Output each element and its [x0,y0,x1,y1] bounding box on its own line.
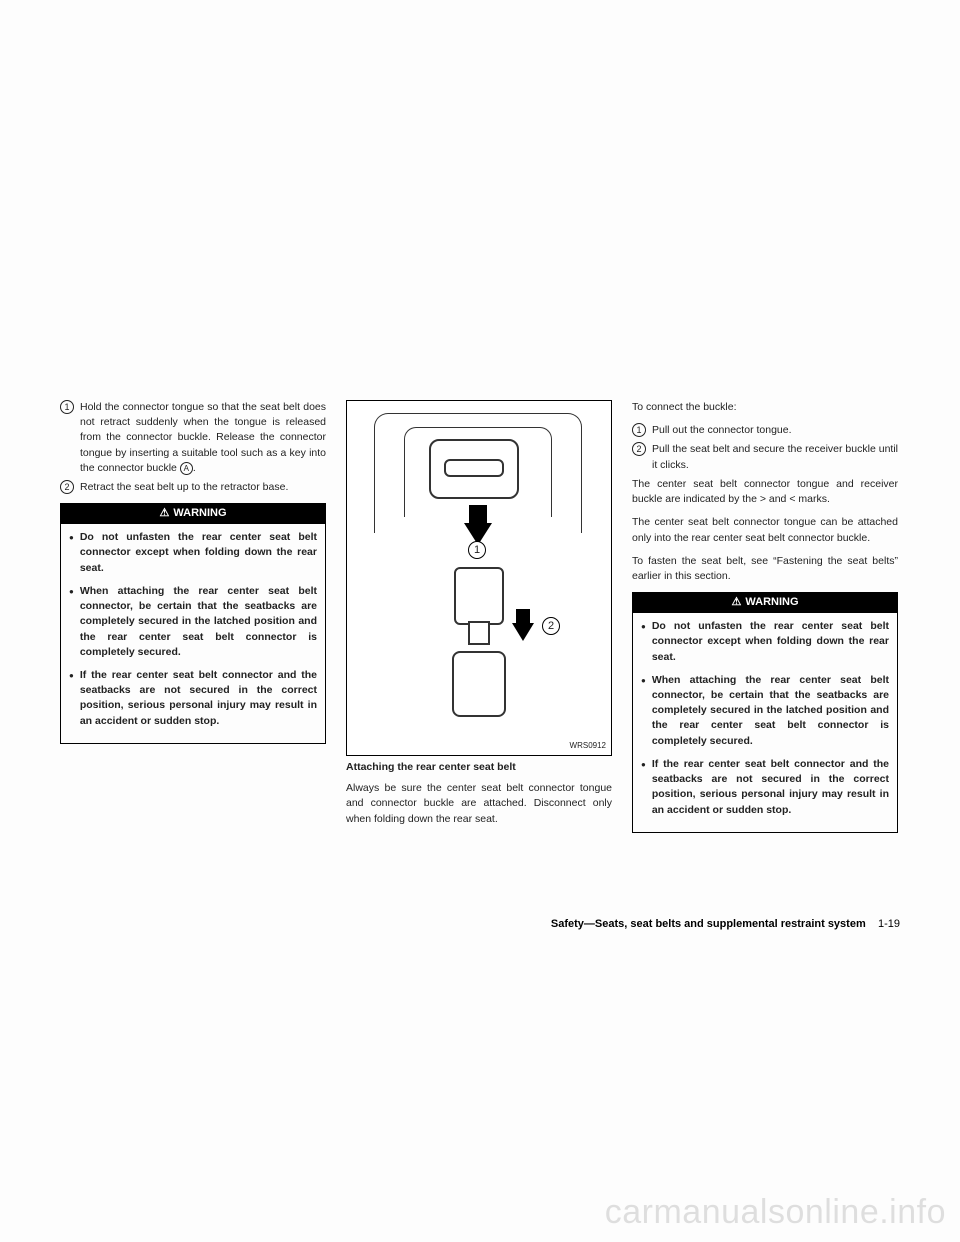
illustration-top: 1 [374,413,584,553]
step-1-part-a: Hold the connector tongue so that the se… [80,401,326,474]
step-number-icon: 1 [60,400,74,414]
warning-box-right: WARNING Do not unfasten the rear center … [632,592,898,833]
step-1: 1 Pull out the connector tongue. [632,423,898,438]
paragraph: To connect the buckle: [632,400,898,415]
step-1-text: Hold the connector tongue so that the se… [80,400,326,476]
column-center: 1 2 WRS0912 Attaching the rear center se… [346,400,612,835]
warning-item: Do not unfasten the rear center seat bel… [69,530,317,576]
warning-body: Do not unfasten the rear center seat bel… [61,524,325,743]
warning-item: When attaching the rear center seat belt… [69,584,317,660]
illustration-bottom: 2 [414,567,544,727]
warning-box-left: WARNING Do not unfasten the rear center … [60,503,326,744]
page-footer: Safety—Seats, seat belts and supplementa… [60,918,900,930]
warning-body: Do not unfasten the rear center seat bel… [633,613,897,832]
step-number-icon: 2 [60,480,74,494]
page-content: 1 Hold the connector tongue so that the … [60,400,900,835]
warning-header: WARNING [633,593,897,613]
footer-section: Safety—Seats, seat belts and supplementa… [551,918,866,930]
paragraph: The center seat belt connector tongue ca… [632,515,898,545]
footer-page: 1-19 [878,918,900,930]
step-number-icon: 2 [632,442,646,456]
figure-code: WRS0912 [570,740,606,752]
step-1-part-b: . [193,462,196,474]
paragraph: The center seat belt connector tongue an… [632,477,898,507]
figure-box: 1 2 WRS0912 [346,400,612,756]
warning-item: If the rear center seat belt connector a… [641,757,889,818]
step-number-icon: 1 [632,423,646,437]
step-text: Pull out the connector tongue. [652,423,898,438]
arrow-down-icon [512,609,534,641]
watermark: carmanualsonline.info [605,1193,946,1232]
warning-label: WARNING [173,507,226,519]
step-1: 1 Hold the connector tongue so that the … [60,400,326,476]
callout-2-icon: 2 [542,617,560,635]
warning-item: When attaching the rear center seat belt… [641,673,889,749]
arrow-down-icon [464,505,492,545]
step-2-text: Retract the seat belt up to the retracto… [80,480,326,495]
column-right: To connect the buckle: 1 Pull out the co… [632,400,898,835]
warning-label: WARNING [745,596,798,608]
warning-icon [731,596,745,608]
buckle-letter-icon: A [180,462,193,475]
warning-icon [159,507,173,519]
warning-item: If the rear center seat belt connector a… [69,668,317,729]
paragraph: To fasten the seat belt, see “Fastening … [632,554,898,584]
callout-1-icon: 1 [468,541,486,559]
warning-item: Do not unfasten the rear center seat bel… [641,619,889,665]
step-2: 2 Pull the seat belt and secure the rece… [632,442,898,472]
column-left: 1 Hold the connector tongue so that the … [60,400,326,835]
paragraph: Always be sure the center seat belt conn… [346,781,612,827]
figure-caption: Attaching the rear center seat belt [346,760,612,775]
warning-header: WARNING [61,504,325,524]
step-text: Pull the seat belt and secure the receiv… [652,442,898,472]
step-2: 2 Retract the seat belt up to the retrac… [60,480,326,495]
